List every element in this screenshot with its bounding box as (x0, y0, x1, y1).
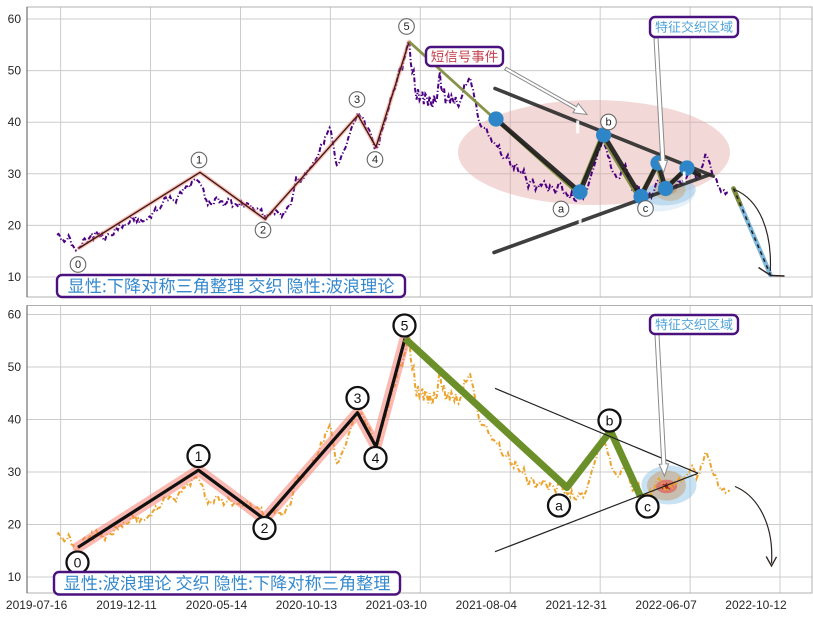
svg-text:c: c (644, 498, 651, 514)
svg-text:2022-10-12: 2022-10-12 (725, 598, 787, 612)
svg-text:1: 1 (195, 448, 203, 464)
svg-text:a: a (555, 497, 563, 513)
svg-text:2019-12-11: 2019-12-11 (96, 598, 157, 612)
svg-text:c: c (643, 203, 649, 215)
svg-text:4: 4 (372, 154, 378, 166)
svg-text:3: 3 (354, 94, 360, 106)
svg-text:4: 4 (372, 450, 380, 466)
svg-text:60: 60 (8, 308, 22, 322)
svg-text:2021-03-10: 2021-03-10 (366, 598, 428, 612)
svg-text:10: 10 (8, 270, 22, 284)
svg-text:5: 5 (401, 317, 409, 333)
svg-text:10: 10 (8, 570, 22, 584)
svg-text:30: 30 (8, 465, 22, 479)
svg-text:20: 20 (8, 218, 22, 232)
svg-text:40: 40 (8, 115, 22, 129)
svg-text:a: a (558, 204, 565, 216)
svg-text:b: b (605, 117, 611, 129)
svg-text:2: 2 (261, 520, 269, 536)
svg-text:20: 20 (8, 518, 22, 532)
svg-text:2022-06-07: 2022-06-07 (635, 598, 697, 612)
svg-text:1: 1 (196, 155, 202, 167)
svg-text:50: 50 (8, 64, 22, 78)
svg-text:2019-07-16: 2019-07-16 (6, 598, 68, 612)
svg-text:30: 30 (8, 167, 22, 181)
svg-text:50: 50 (8, 360, 22, 374)
svg-text:2: 2 (260, 225, 266, 237)
svg-text:2020-05-14: 2020-05-14 (186, 598, 248, 612)
svg-text:60: 60 (8, 12, 22, 26)
svg-text:0: 0 (75, 259, 81, 271)
svg-text:2021-08-04: 2021-08-04 (456, 598, 518, 612)
svg-text:3: 3 (354, 390, 362, 406)
svg-text:b: b (606, 412, 614, 428)
svg-text:40: 40 (8, 413, 22, 427)
svg-text:0: 0 (74, 554, 82, 570)
svg-text:5: 5 (403, 21, 409, 33)
svg-text:2020-10-13: 2020-10-13 (276, 598, 338, 612)
svg-text:2021-12-31: 2021-12-31 (546, 598, 608, 612)
